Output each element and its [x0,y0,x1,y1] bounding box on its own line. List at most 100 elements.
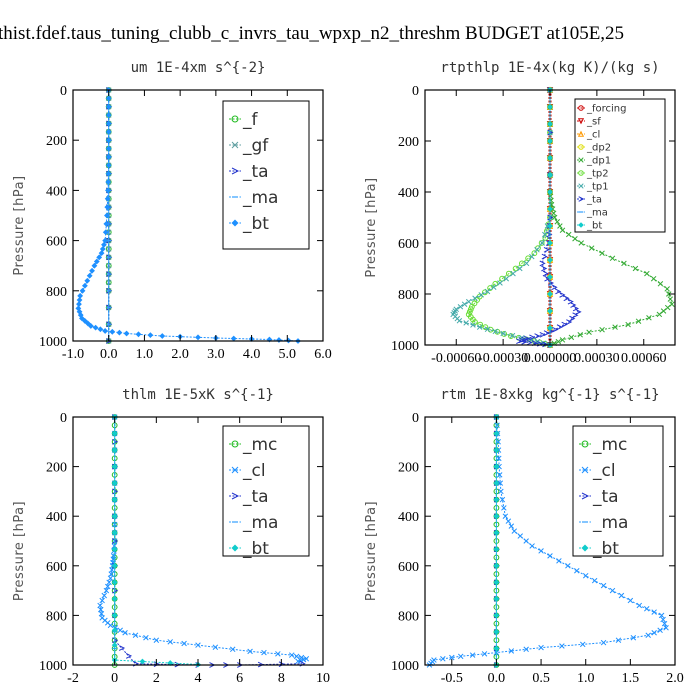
y-tick-label: 200 [46,461,67,476]
data-point [276,337,282,343]
series-tp2 [465,87,553,348]
legend-label: _ta [242,162,269,182]
data-point [609,255,616,262]
series-line [452,90,551,346]
data-point [547,214,554,221]
data-point [618,592,625,599]
data-point [586,329,592,336]
data-point [107,575,114,581]
data-point [139,658,146,665]
data-point [493,546,500,553]
data-point [663,625,669,631]
data-point [111,430,118,437]
y-tick-label: 800 [398,288,419,303]
legend-entry: _gf [229,136,269,156]
legend-entry: _sf [577,117,601,128]
data-point [493,645,500,652]
data-point [496,472,503,478]
data-point [230,335,237,342]
y-axis-label: Pressure [hPa] [12,501,27,601]
x-tick-label: 8 [278,671,285,686]
data-point [484,326,491,333]
legend-entry: _dp1 [577,156,611,167]
data-point [116,329,123,336]
data-point [572,312,579,319]
data-point [98,250,105,257]
legend-marker [231,466,239,474]
data-point [547,553,553,559]
x-tick-label: -0.00030 [478,351,528,366]
data-point [497,480,504,486]
data-point [575,309,582,315]
x-tick-label: 0.000000 [524,351,577,366]
data-point [493,579,500,586]
data-point [105,145,112,152]
data-point [101,592,108,599]
series-tp1 [450,87,553,348]
legend-label: _tp2 [586,169,609,180]
panel-title: rtm 1E-8xkg kg^{-1} s^{-1} [440,387,659,403]
data-point [645,632,651,638]
data-point [105,103,112,110]
data-point [86,272,93,279]
legend-marker [231,492,240,500]
legend-label: _cl [592,461,616,481]
y-tick-label: 600 [46,560,67,575]
data-point [577,332,583,338]
data-point [600,639,607,646]
data-point [111,579,118,586]
data-point [529,334,536,341]
data-point [591,577,598,584]
y-tick-label: 800 [398,609,419,624]
data-point [547,257,553,263]
chart-panel-1: um 1E-4xm s^{-2} Pressure [hPa] -1.0 0.0 1.0… [12,60,332,362]
x-tick-label: 2 [153,671,160,686]
data-point [534,333,541,339]
y-axis-label: Pressure [hPa] [12,175,27,275]
series-line [549,90,673,346]
data-point [493,513,500,520]
y-tick-label: 1000 [391,659,419,674]
data-point [476,324,483,330]
data-point [567,298,574,305]
data-point [147,332,154,339]
data-point [541,253,548,260]
data-point [105,137,112,144]
legend-label: _forcing [586,104,627,115]
data-point [107,622,114,629]
y-tick-label: 1000 [39,335,67,350]
data-point [493,480,500,487]
data-point [557,223,563,229]
series-line [468,90,551,346]
data-point [621,260,627,267]
data-point [501,331,508,337]
data-point [181,640,187,647]
data-point [643,606,650,612]
data-point [229,646,236,653]
data-point [539,331,546,338]
data-point [565,231,572,238]
legend-entry: _ma [229,188,278,208]
legend-box [222,425,310,557]
data-point [579,641,586,648]
legend-marker [581,492,590,500]
data-point [457,303,464,310]
data-point [541,265,548,272]
data-point [657,281,664,287]
data-point [656,311,663,318]
data-point [555,338,562,345]
data-point [484,288,491,295]
data-point [523,538,529,544]
data-point [559,227,566,234]
y-tick-label: 200 [46,134,67,149]
plot-frame [72,89,324,342]
series-line [77,90,299,342]
legend-label: _tp1 [586,182,609,193]
data-point [105,187,111,194]
data-point [517,265,523,272]
panel-title: rtpthlp 1E-4x(kg K)/(kg s) [440,60,659,76]
y-tick-label: 400 [398,510,419,525]
data-point [547,325,553,331]
data-point [93,258,100,265]
y-tick-label: 0 [60,84,67,99]
